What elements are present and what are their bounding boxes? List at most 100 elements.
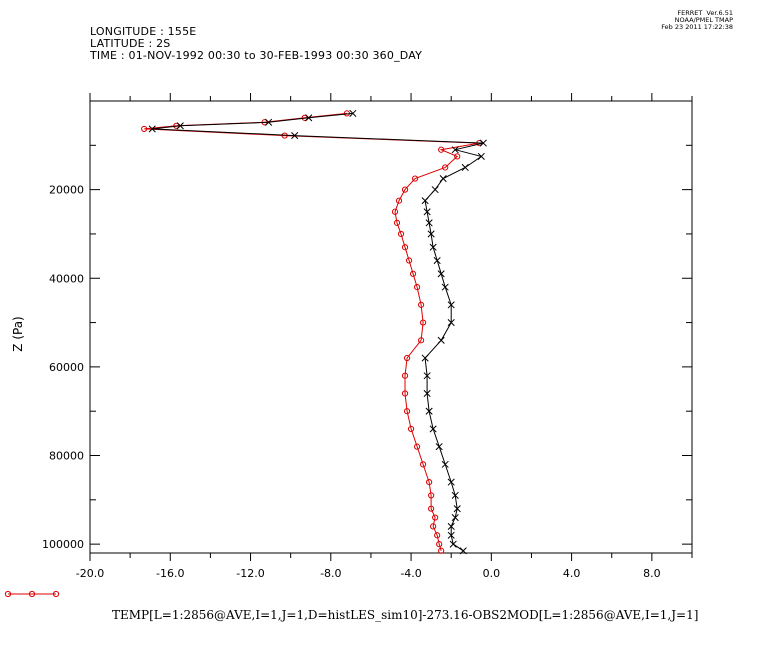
data-point bbox=[418, 301, 425, 308]
data-point bbox=[426, 478, 433, 486]
y-tick-label: 20000 bbox=[49, 184, 84, 197]
data-point bbox=[291, 132, 299, 140]
data-point bbox=[423, 208, 431, 216]
time-label: TIME : 01-NOV-1992 00:30 to 30-FEB-1993 … bbox=[90, 49, 423, 62]
data-point bbox=[403, 354, 411, 362]
data-point bbox=[435, 443, 443, 451]
data-point bbox=[451, 513, 459, 522]
ferret-org: NOAA/PMEL TMAP bbox=[674, 16, 733, 24]
data-point bbox=[305, 114, 313, 122]
data-point bbox=[425, 407, 433, 415]
data-point bbox=[411, 175, 419, 182]
y-tick-label: 100000 bbox=[42, 538, 84, 551]
data-point bbox=[451, 491, 459, 499]
x-tick-label: 0.0 bbox=[483, 567, 501, 580]
data-point bbox=[453, 505, 461, 513]
data-point bbox=[409, 270, 417, 277]
series-layer bbox=[141, 109, 487, 555]
data-point bbox=[439, 174, 447, 183]
x-tick-label: -20.0 bbox=[76, 567, 104, 580]
plot-variable-title: TEMP[L=1:2856@AVE,I=1,J=1,D=histLES_sim1… bbox=[112, 608, 699, 622]
data-point bbox=[433, 256, 441, 265]
data-point bbox=[438, 547, 445, 554]
data-point bbox=[461, 163, 469, 172]
data-point bbox=[349, 109, 357, 117]
data-point bbox=[449, 540, 457, 548]
data-point bbox=[420, 461, 427, 468]
data-point bbox=[425, 219, 433, 227]
data-point bbox=[431, 186, 439, 194]
y-axis-label: Z (Pa) bbox=[11, 316, 25, 351]
data-point bbox=[393, 219, 401, 226]
data-point bbox=[429, 243, 437, 251]
ferret-version: FERRET Ver.6.51 bbox=[677, 9, 733, 17]
data-point bbox=[447, 531, 455, 539]
data-point bbox=[420, 319, 427, 326]
x-tick-label: 4.0 bbox=[563, 567, 581, 580]
data-point bbox=[176, 122, 184, 130]
x-tick-label: -4.0 bbox=[400, 567, 421, 580]
ferret-date: Feb 23 2011 17:22:38 bbox=[661, 23, 733, 31]
data-point bbox=[413, 443, 421, 450]
data-point bbox=[442, 164, 449, 171]
data-point bbox=[441, 283, 449, 291]
data-point bbox=[441, 460, 449, 468]
data-point bbox=[429, 425, 437, 433]
data-point bbox=[421, 354, 429, 362]
data-point bbox=[395, 197, 403, 204]
y-tick-label: 80000 bbox=[49, 450, 84, 463]
legend bbox=[4, 590, 60, 598]
data-point bbox=[459, 547, 467, 555]
data-point bbox=[447, 301, 455, 309]
series-1 bbox=[141, 110, 483, 554]
data-point bbox=[391, 208, 399, 215]
data-point bbox=[436, 541, 443, 548]
data-point bbox=[437, 336, 445, 344]
data-point bbox=[401, 244, 409, 251]
data-point bbox=[403, 408, 411, 415]
data-point bbox=[413, 284, 421, 291]
data-point bbox=[437, 270, 445, 278]
legend-marker bbox=[52, 590, 60, 598]
data-point bbox=[418, 337, 425, 344]
data-point bbox=[427, 230, 435, 238]
x-tick-label: 8.0 bbox=[643, 567, 661, 580]
data-point bbox=[401, 372, 409, 379]
data-point bbox=[405, 257, 413, 264]
plot-border bbox=[89, 100, 693, 554]
series-2 bbox=[148, 109, 487, 555]
data-point bbox=[148, 125, 156, 133]
plot-frame bbox=[89, 100, 693, 554]
data-point bbox=[434, 532, 441, 539]
data-point bbox=[401, 186, 409, 193]
x-tick-label: -8.0 bbox=[320, 567, 341, 580]
data-point bbox=[421, 197, 429, 205]
y-axis: 20000 40000 60000 80000 100000 bbox=[42, 144, 692, 551]
data-point bbox=[477, 152, 485, 160]
data-point bbox=[423, 372, 431, 380]
data-point bbox=[407, 425, 415, 433]
series-line bbox=[152, 112, 484, 552]
data-point bbox=[397, 230, 405, 238]
data-point bbox=[454, 153, 461, 160]
y-tick-label: 60000 bbox=[49, 361, 84, 374]
data-point bbox=[432, 514, 439, 521]
data-point bbox=[428, 505, 435, 512]
data-point bbox=[430, 523, 437, 530]
x-axis: -20.0 -16.0 -12.0 -8.0 -4.0 0.0 4.0 8.0 bbox=[76, 93, 693, 580]
data-point bbox=[438, 146, 445, 153]
data-point bbox=[401, 390, 409, 397]
data-point bbox=[451, 146, 459, 154]
data-point bbox=[447, 478, 455, 486]
data-point bbox=[447, 319, 455, 327]
data-point bbox=[423, 389, 431, 398]
x-tick-label: -16.0 bbox=[156, 567, 184, 580]
data-point bbox=[265, 118, 273, 126]
y-tick-label: 40000 bbox=[49, 272, 84, 285]
data-point bbox=[141, 125, 148, 133]
data-point bbox=[428, 492, 435, 499]
legend-marker bbox=[4, 590, 12, 598]
longitude-label: LONGITUDE : 155E bbox=[90, 25, 197, 38]
latitude-label: LATITUDE : 2S bbox=[90, 37, 171, 50]
